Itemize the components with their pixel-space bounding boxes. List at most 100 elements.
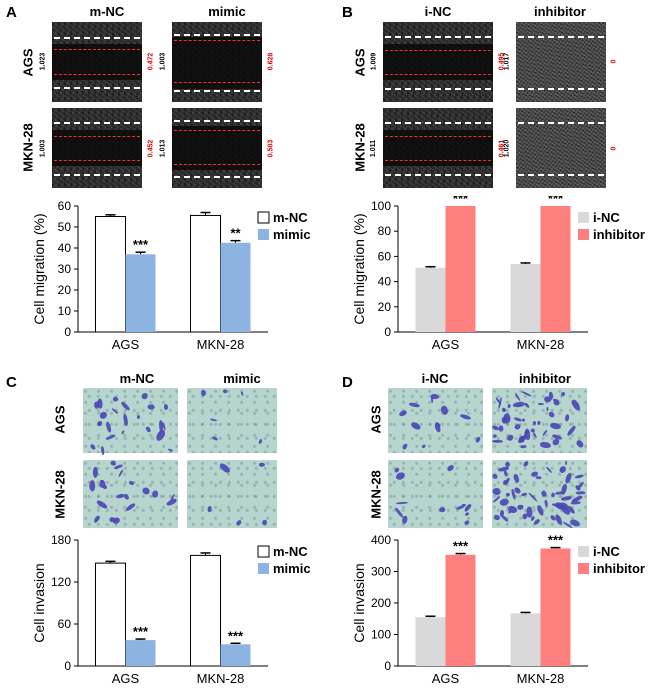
y-tick-label: 10 (58, 304, 72, 318)
stained-cell (537, 420, 541, 425)
stained-cell (539, 441, 551, 449)
bar (190, 554, 221, 667)
y-tick-label: 300 (371, 565, 391, 579)
bar (540, 206, 571, 332)
transwell-image-d-mkn28-control (388, 460, 483, 528)
stained-cell (493, 514, 501, 522)
y-tick-label: 40 (378, 275, 392, 289)
stained-cell (501, 407, 507, 413)
stained-cell (461, 503, 467, 507)
x-tick-label: AGS (432, 671, 460, 686)
stained-cell (118, 469, 124, 478)
significance-label: ** (230, 226, 241, 241)
stained-cell (136, 414, 141, 420)
col-title-d-inhibitor: inhibitor (519, 371, 571, 386)
scratch-image-b-mkn28-control (383, 108, 493, 188)
row-label-a-ags: AGS (20, 48, 36, 77)
stained-cell (546, 407, 549, 412)
stained-cell (538, 402, 545, 406)
legend-swatch (257, 545, 270, 558)
stained-cell (521, 492, 528, 498)
stained-cell (446, 464, 456, 473)
significance-label: *** (453, 539, 469, 554)
stained-cell (577, 475, 582, 480)
stained-cell (96, 421, 103, 427)
bar-chart-c-invasion: Cell invasion 0 60 120 180 *** AGS *** MKN-28 m-N… (31, 533, 311, 686)
scratch-image-b-mkn28-inhibitor (516, 108, 606, 188)
stained-cell (164, 403, 169, 410)
measurement-a-mkn28-mimic-gap: 0.503 (267, 139, 275, 158)
stained-cell (575, 438, 586, 449)
stained-cell (209, 417, 218, 422)
x-tick-label: MKN-28 (517, 671, 565, 686)
stained-cell (532, 421, 537, 426)
legend-swatch (258, 229, 269, 240)
col-title-b-control: i-NC (424, 4, 452, 19)
transwell-image-c-ags-control (83, 388, 178, 456)
bar (445, 554, 476, 666)
legend-swatch (258, 563, 269, 574)
stained-cell (532, 431, 538, 438)
stained-cell (517, 503, 525, 510)
measurement-a-ags-control-width: 1.023 (39, 52, 47, 71)
stained-cell (459, 413, 472, 421)
stained-cell (514, 424, 522, 431)
transwell-image-d-ags-control (388, 388, 483, 453)
stained-cell (103, 484, 108, 490)
x-tick-label: AGS (432, 337, 460, 352)
significance-label: *** (548, 196, 564, 206)
x-tick-label: MKN-28 (197, 337, 245, 352)
bar (190, 214, 221, 333)
stained-cell (523, 401, 531, 409)
legend-label: i-NC (593, 210, 620, 225)
row-label-c-mkn28: MKN-28 (52, 470, 68, 519)
stained-cell (506, 434, 514, 442)
x-tick-label: MKN-28 (197, 671, 245, 686)
stained-cell (438, 506, 446, 514)
measurement-b-ags-inhibitor-gap: 0 (610, 59, 618, 64)
y-tick-label: 180 (51, 533, 71, 547)
legend-label: mimic (273, 227, 311, 242)
scratch-image-a-mkn28-control (52, 108, 142, 188)
y-axis-label: Cell invasion (31, 563, 47, 642)
y-tick-label: 120 (51, 575, 71, 589)
transwell-image-c-ags-mimic (187, 387, 277, 453)
stained-cell (145, 426, 152, 434)
y-tick-label: 400 (371, 533, 391, 547)
col-title-a-mimic: mimic (208, 4, 246, 19)
stained-cell (200, 389, 208, 397)
y-axis-label: Cell invasion (351, 563, 367, 642)
stained-cell (569, 398, 582, 411)
measurement-b-mkn28-inhibitor-width: 1.020 (503, 139, 511, 158)
col-title-c-control: m-NC (119, 371, 155, 386)
y-tick-label: 200 (371, 596, 391, 610)
significance-label: *** (548, 533, 564, 548)
bar (540, 548, 571, 666)
row-label-b-mkn28: MKN-28 (352, 123, 368, 172)
stained-cell (519, 444, 527, 449)
y-tick-label: 20 (378, 300, 392, 314)
bar (95, 562, 126, 667)
stained-cell (258, 438, 264, 444)
significance-label: *** (453, 196, 469, 206)
stained-cell (123, 494, 130, 501)
y-tick-label: 0 (64, 325, 71, 339)
row-label-b-ags: AGS (352, 48, 368, 77)
stained-cell (122, 414, 129, 427)
stained-cell (111, 396, 119, 404)
stained-cell (558, 465, 567, 474)
x-tick-label: AGS (112, 337, 140, 352)
stained-cell (152, 490, 159, 498)
stained-cell (512, 401, 525, 409)
col-title-d-control: i-NC (421, 371, 449, 386)
y-tick-label: 40 (58, 241, 72, 255)
row-label-c-ags: AGS (52, 405, 68, 434)
stained-cell (89, 480, 97, 492)
stained-cell (566, 424, 577, 437)
stained-cell (93, 515, 102, 524)
legend-swatch (578, 546, 589, 557)
x-tick-label: AGS (112, 671, 140, 686)
bar-chart-d-invasion: Cell invasion 0 100 200 300 400 *** AGS *** MKN-2… (351, 533, 645, 686)
stained-cell (422, 444, 427, 450)
transwell-image-d-ags-inhibitor (491, 388, 587, 453)
